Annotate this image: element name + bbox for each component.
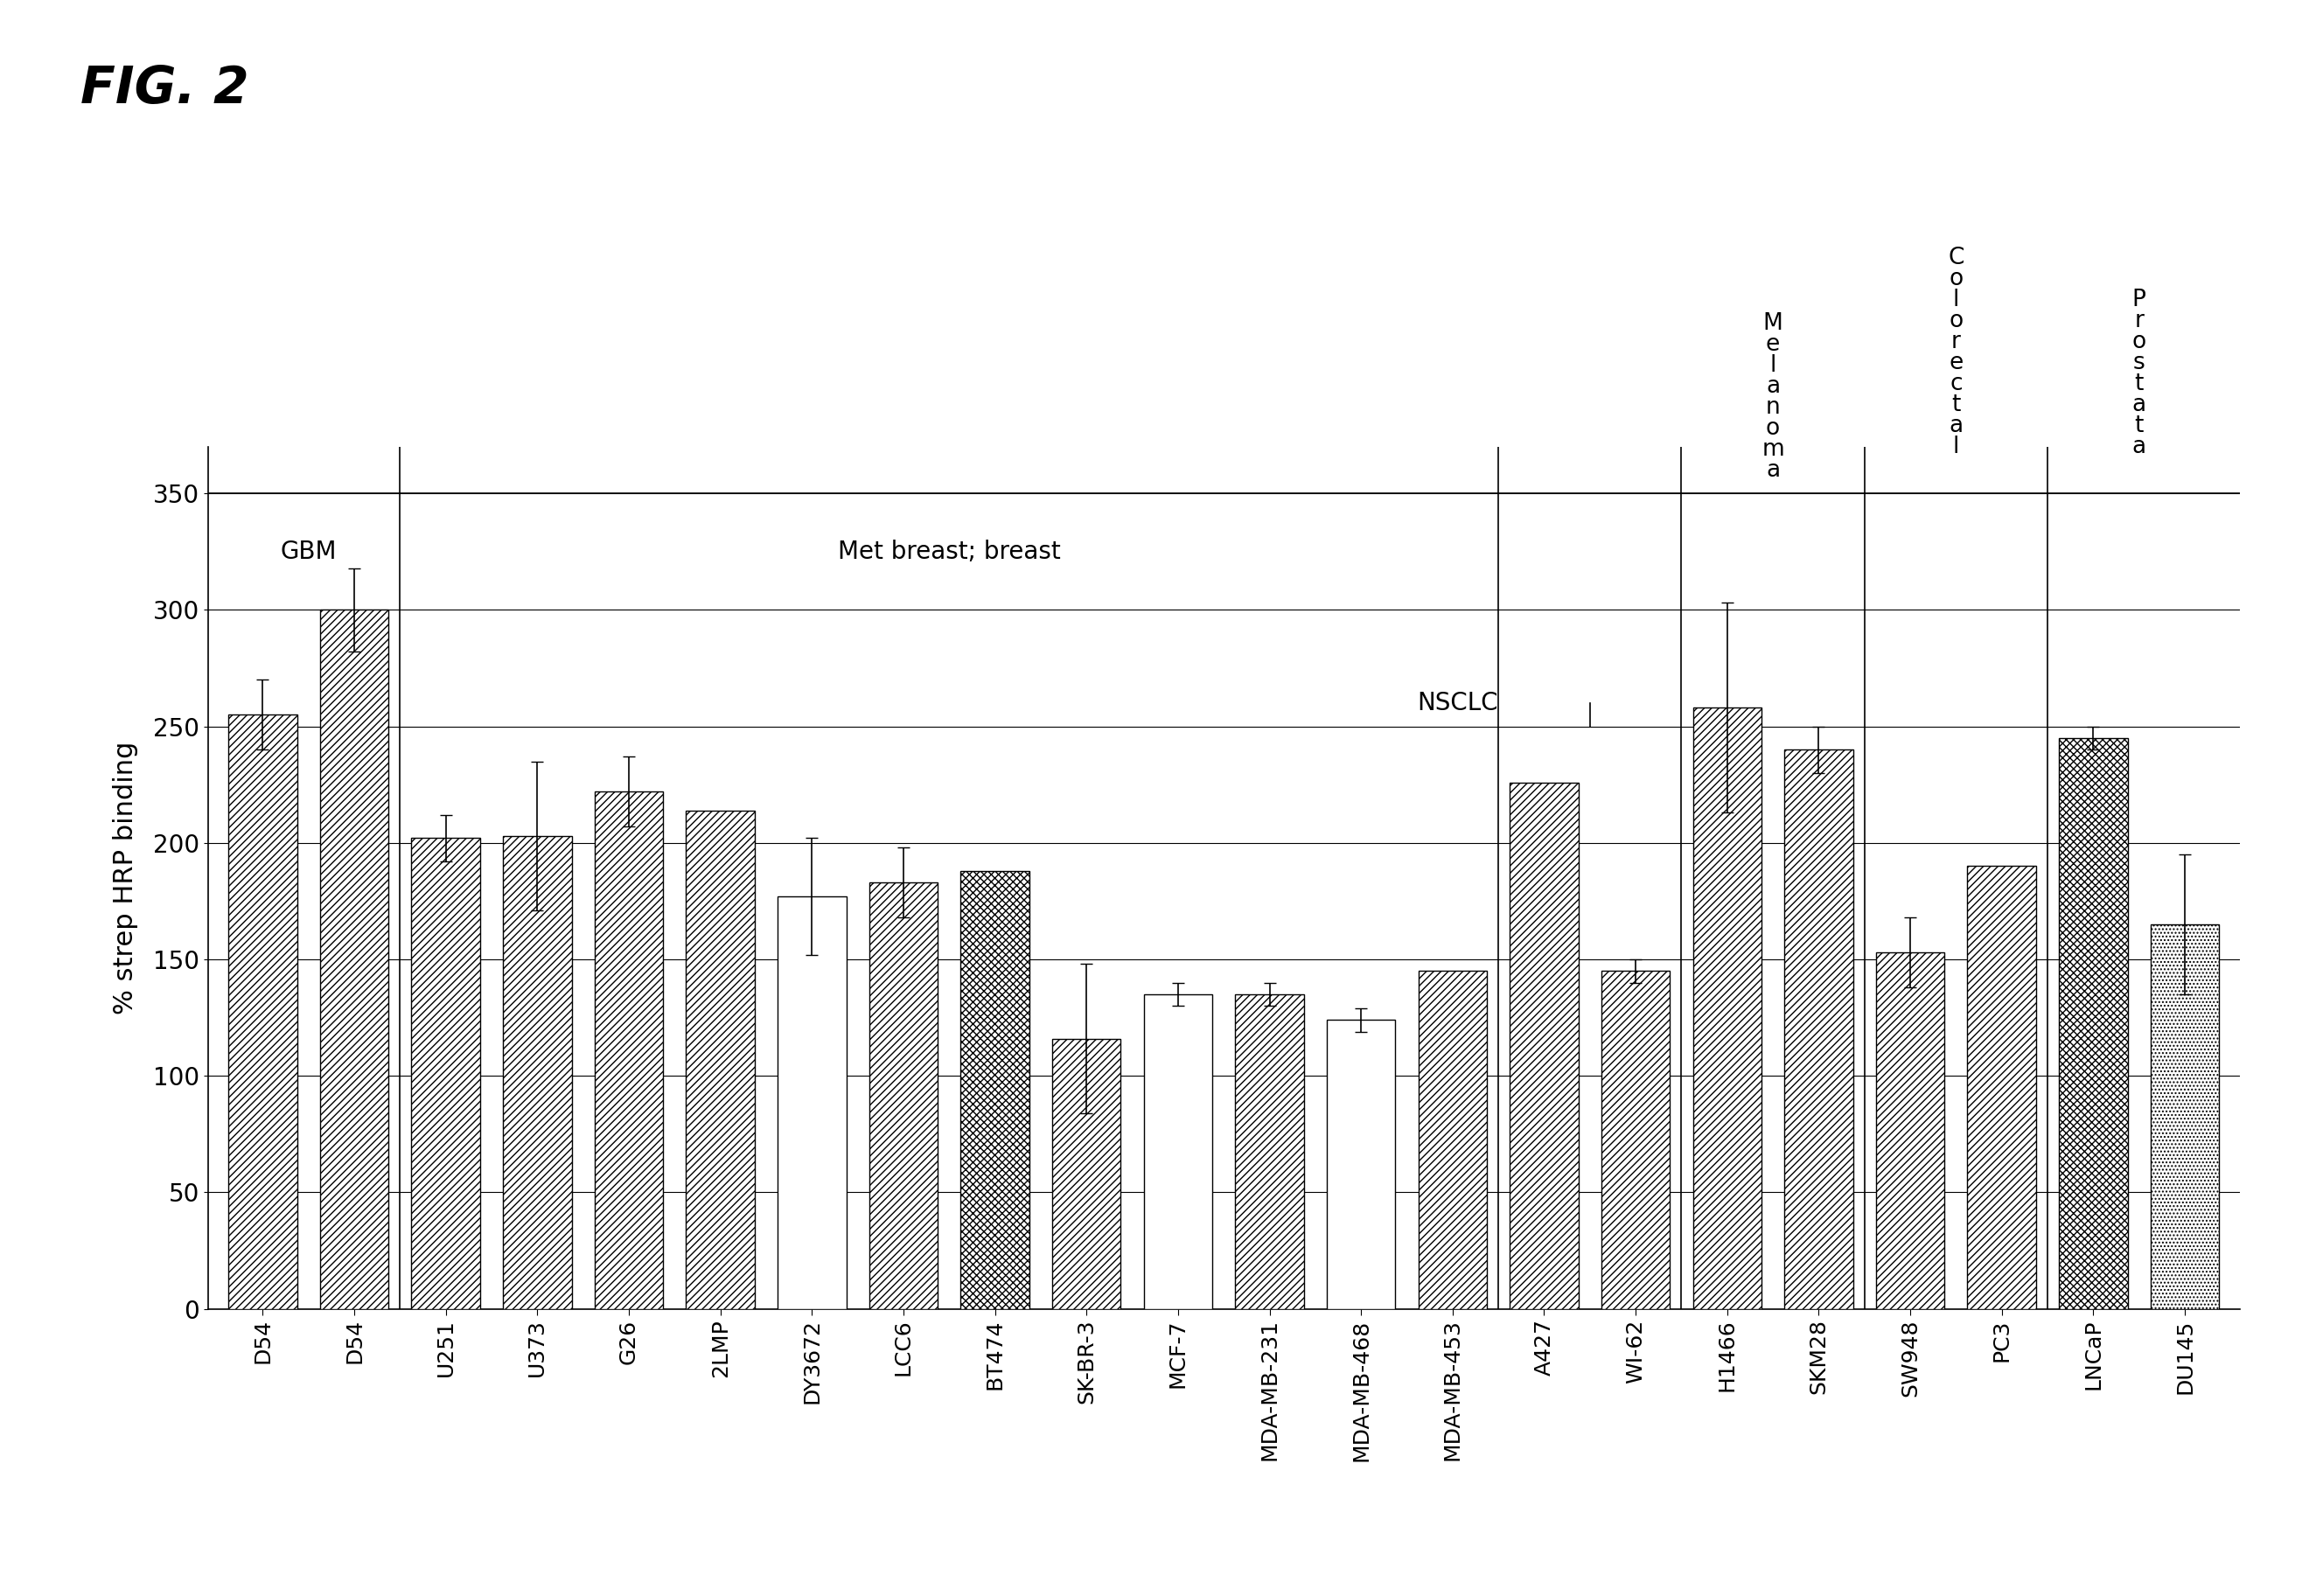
Bar (229, 715, 298, 1309)
Bar (1785, 750, 1854, 1309)
Bar (2060, 737, 2127, 1309)
Bar (1143, 994, 1212, 1309)
Bar (1053, 1039, 1120, 1309)
Bar (1510, 782, 1579, 1309)
Bar (593, 792, 663, 1309)
Bar (1692, 707, 1762, 1309)
Bar (1967, 867, 2037, 1309)
Bar (961, 871, 1030, 1309)
Bar (1875, 953, 1944, 1309)
Text: NSCLC: NSCLC (1418, 691, 1499, 715)
Text: GBM: GBM (279, 539, 337, 563)
Bar (1602, 970, 1669, 1309)
Bar (411, 838, 480, 1309)
Bar (868, 883, 937, 1309)
Bar (778, 897, 845, 1309)
Y-axis label: % strep HRP binding: % strep HRP binding (113, 741, 139, 1015)
Text: C
o
l
o
r
e
c
t
a
l: C o l o r e c t a l (1949, 247, 1965, 458)
Bar (2150, 924, 2219, 1309)
Text: Met breast; breast: Met breast; breast (838, 539, 1060, 563)
Bar (503, 836, 573, 1309)
Bar (1418, 970, 1487, 1309)
Bar (1328, 1020, 1395, 1309)
Bar (1235, 994, 1305, 1309)
Bar (321, 610, 388, 1309)
Text: P
r
o
s
t
a
t
a: P r o s t a t a (2131, 289, 2145, 458)
Bar (686, 811, 755, 1309)
Text: M
e
l
a
n
o
m
a: M e l a n o m a (1762, 313, 1785, 482)
Text: FIG. 2: FIG. 2 (81, 64, 249, 113)
